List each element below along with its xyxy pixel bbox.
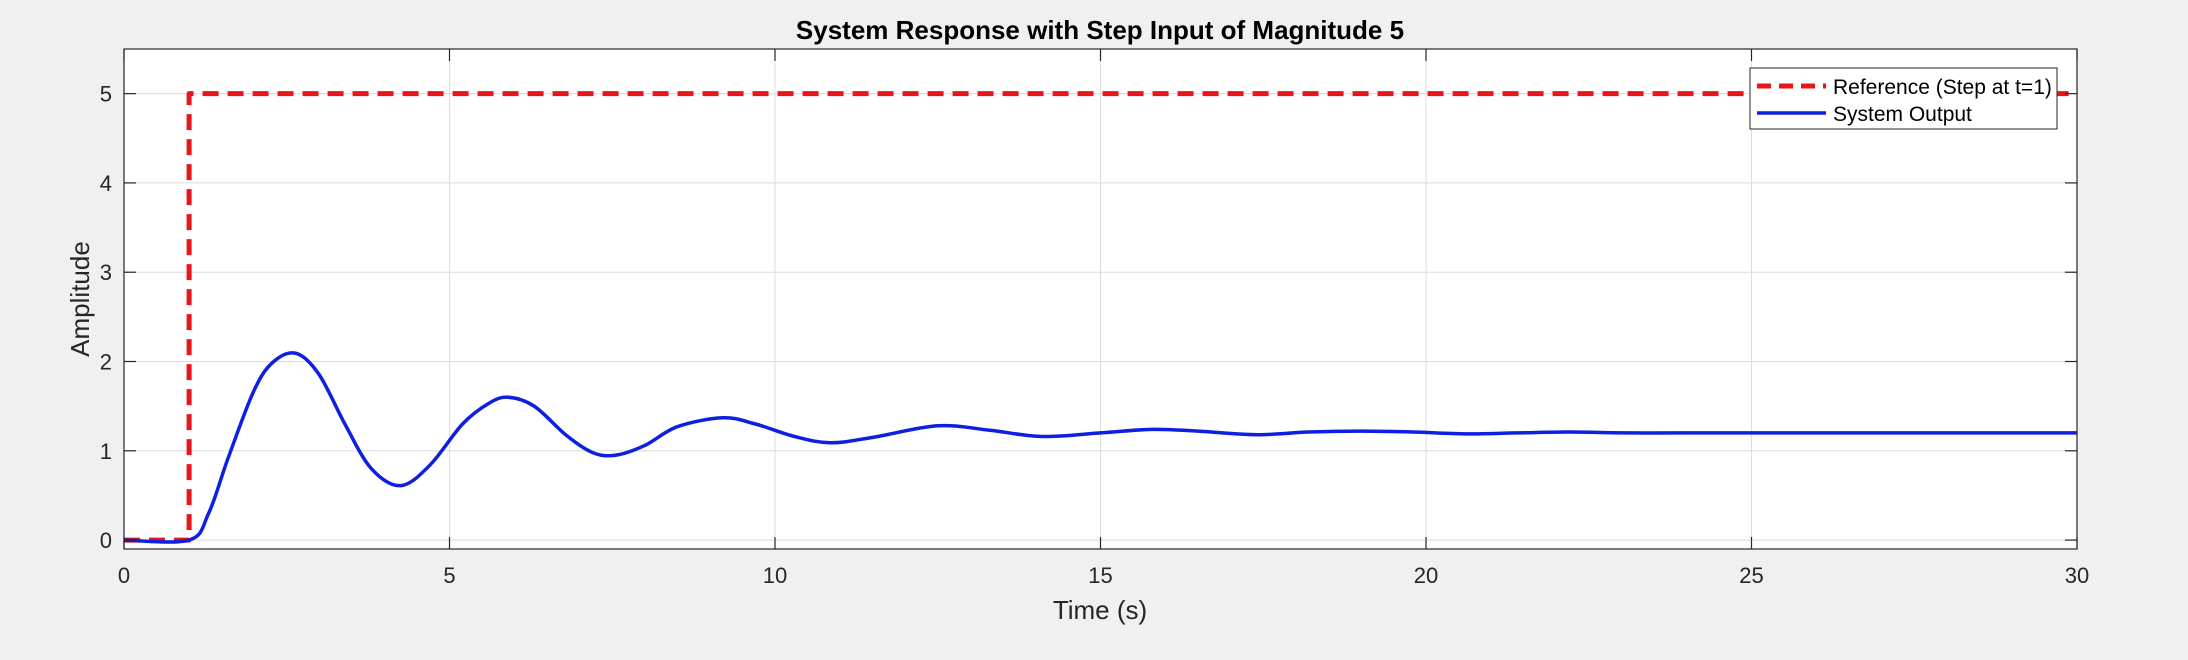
chart-title: System Response with Step Input of Magni… [796,15,1404,45]
x-tick-label: 15 [1088,563,1112,588]
y-tick-label: 3 [100,260,112,285]
x-tick-label: 5 [443,563,455,588]
y-tick-label: 1 [100,439,112,464]
x-tick-label: 10 [763,563,787,588]
y-tick-label: 0 [100,528,112,553]
x-axis-label: Time (s) [1053,595,1147,625]
x-tick-label: 25 [1739,563,1763,588]
series-layer [123,91,2077,544]
x-tick-label: 20 [1414,563,1438,588]
y-tick-label: 5 [100,82,112,107]
legend: Reference (Step at t=1) System Output [1749,67,2058,130]
legend-label-output: System Output [1833,103,1972,126]
system-output-line [123,351,2077,544]
y-axis-label: Amplitude [65,241,95,357]
axis-ticks: 0 5 10 15 20 25 30 0 1 2 3 4 5 [100,49,2089,588]
legend-box [1749,67,2058,130]
y-tick-label: 2 [100,350,112,375]
x-tick-label: 0 [118,563,130,588]
x-tick-label: 30 [2065,563,2089,588]
y-tick-label: 4 [100,171,112,196]
legend-label-reference: Reference (Step at t=1) [1833,76,2052,99]
